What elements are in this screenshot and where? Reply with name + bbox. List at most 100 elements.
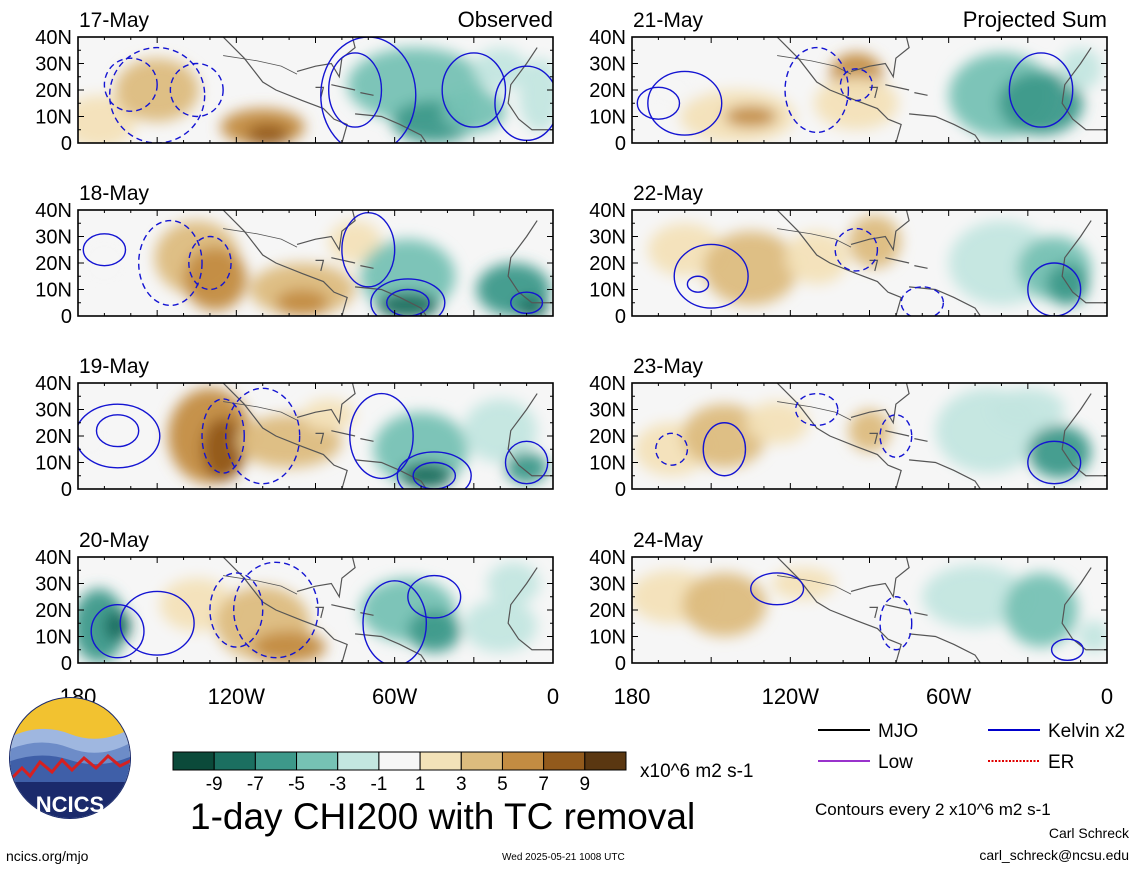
lat-tick-label: 0 (615, 479, 626, 501)
lat-tick-label: 30N (589, 54, 626, 76)
lon-tick-label: 60W (372, 684, 417, 709)
lat-tick-label: 20N (589, 80, 626, 102)
lat-tick-label: 0 (615, 653, 626, 675)
lat-tick-label: 40N (589, 200, 626, 222)
map-panel-17-May: 17-May Observed 40N 30N 20N 10N 0 (35, 7, 554, 155)
author-name: Carl Schreck (1048, 825, 1129, 841)
lat-tick-label: 40N (589, 27, 626, 49)
legend-label: Kelvin x2 (1048, 721, 1125, 742)
colorbar-label: 1 (415, 774, 426, 795)
panel-date-label: 19-May (79, 355, 150, 378)
colorbar-swatch (213, 751, 256, 771)
author-email: carl_schreck@ncsu.edu (979, 847, 1129, 863)
lat-tick-label: 0 (615, 306, 626, 328)
kelvin-contours (636, 46, 1074, 136)
coastlines (776, 210, 1107, 316)
lat-tick-label: 20N (589, 600, 626, 622)
timestamp: Wed 2025-05-21 1008 UTC (502, 852, 625, 863)
lat-tick-label: 40N (35, 373, 72, 395)
lat-tick-label: 40N (589, 373, 626, 395)
lat-tick-label: 40N (35, 27, 72, 49)
map-panel-22-May: 22-May 40N 30N 20N 10N 0 (589, 182, 1108, 328)
lat-tick-label: 10N (589, 107, 626, 129)
legend-label: MJO (878, 721, 918, 742)
colorbar-label: -7 (247, 774, 264, 795)
coastlines (222, 210, 553, 316)
legend-item-low: Low (818, 752, 913, 773)
colorbar-swatch (296, 751, 339, 771)
map-panel-24-May: 24-May 40N 30N 20N 10N 0 180 120W 60W 0 (589, 529, 1113, 709)
colorbar-label: -1 (370, 774, 387, 795)
lat-tick-label: 10N (35, 627, 72, 649)
lat-tick-label: 10N (589, 280, 626, 302)
colorbar-swatch (337, 751, 380, 771)
lat-tick-label: 10N (35, 280, 72, 302)
colorbar-swatch (460, 751, 503, 771)
lat-tick-label: 40N (35, 200, 72, 222)
kelvin-contours (673, 227, 1082, 316)
map-panel-19-May: 19-May 40N 30N 20N 10N 0 (35, 355, 554, 501)
colorbar-swatch (419, 751, 462, 771)
panel-date-label: 24-May (633, 529, 704, 552)
lon-tick-label: 120W (762, 684, 820, 709)
anomaly-shading (78, 47, 553, 143)
colorbar-swatch (254, 751, 298, 771)
colorbar-label: 7 (538, 774, 549, 795)
lat-tick-label: 20N (589, 253, 626, 275)
column-title-left: Observed (458, 7, 553, 32)
colorbar: -9 -7 -5 -3 -1 1 3 5 7 9 (172, 751, 627, 795)
anomaly-shading (78, 562, 540, 663)
lat-tick-label: 20N (35, 600, 72, 622)
lon-tick-label: 0 (1101, 684, 1113, 709)
lat-tick-label: 10N (35, 107, 72, 129)
panel-date-label: 18-May (79, 182, 150, 205)
colorbar-swatch (543, 751, 586, 771)
colorbar-label: -5 (288, 774, 305, 795)
lat-tick-label: 0 (615, 133, 626, 155)
map-panel-23-May: 23-May 40N 30N 20N 10N 0 (589, 355, 1108, 501)
colorbar-label: -9 (206, 774, 223, 795)
panel-date-label: 17-May (79, 9, 150, 32)
lat-tick-label: 10N (35, 453, 72, 475)
kelvin-contours (78, 387, 549, 489)
colorbar-swatch (172, 751, 215, 771)
lat-tick-label: 30N (35, 227, 72, 249)
lon-tick-label: 60W (926, 684, 971, 709)
anomaly-shading (647, 215, 1092, 306)
lat-tick-label: 30N (589, 400, 626, 422)
lat-tick-label: 40N (35, 547, 72, 569)
colorbar-label: 5 (497, 774, 508, 795)
lat-tick-label: 30N (35, 574, 72, 596)
legend-item-er: ER (988, 752, 1074, 773)
lat-tick-label: 40N (589, 547, 626, 569)
lat-tick-label: 20N (35, 426, 72, 448)
column-title-right: Projected Sum (963, 7, 1107, 32)
lat-tick-label: 30N (35, 54, 72, 76)
coastlines (222, 383, 553, 489)
colorbar-label: 3 (456, 774, 467, 795)
lon-tick-label: 0 (547, 684, 559, 709)
kelvin-contours (82, 211, 544, 316)
anomaly-shading (632, 564, 1107, 653)
colorbar-swatch (501, 751, 545, 771)
panel-date-label: 20-May (79, 529, 150, 552)
kelvin-contours (90, 561, 462, 663)
lat-tick-label: 0 (61, 306, 72, 328)
anomaly-shading (639, 47, 1102, 143)
lon-tick-label: 120W (208, 684, 266, 709)
map-panels: 17-May Observed40N30N20N10N018-May40N30N2… (35, 7, 1113, 709)
colorbar-units: x10^6 m2 s-1 (640, 761, 754, 782)
lat-tick-label: 0 (61, 653, 72, 675)
site-url: ncics.org/mjo (6, 848, 89, 864)
lat-tick-label: 30N (589, 574, 626, 596)
lat-tick-label: 30N (35, 400, 72, 422)
kelvin-contours (103, 37, 553, 143)
legend-label: Low (878, 752, 913, 773)
panel-date-label: 22-May (633, 182, 704, 205)
lat-tick-label: 30N (589, 227, 626, 249)
colorbar-swatch (584, 751, 627, 771)
lat-tick-label: 20N (35, 253, 72, 275)
lon-tick-label: 180 (614, 684, 651, 709)
